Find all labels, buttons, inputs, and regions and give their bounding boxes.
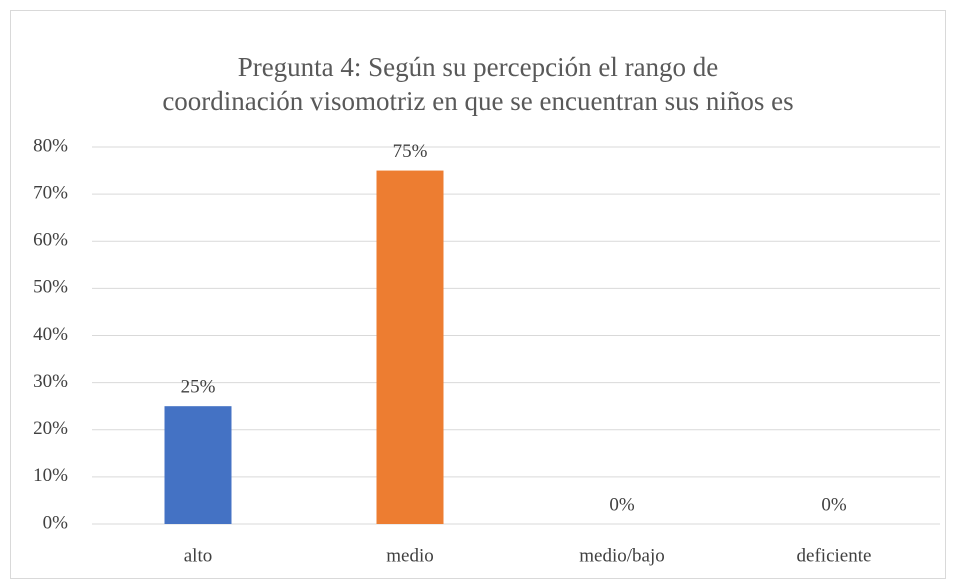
x-tick-label: alto [184, 545, 213, 566]
chart-title: Pregunta 4: Según su percepción el rango… [162, 52, 794, 116]
x-tick-label: medio [386, 545, 434, 566]
y-tick-label: 10% [33, 465, 68, 486]
y-tick-label: 50% [33, 277, 68, 298]
bar [164, 406, 232, 524]
bar [376, 170, 444, 524]
y-tick-label: 30% [33, 371, 68, 392]
y-tick-label: 40% [33, 324, 68, 345]
y-tick-label: 20% [33, 418, 68, 439]
data-label: 75% [393, 141, 428, 162]
x-tick-label: deficiente [797, 545, 872, 566]
data-label: 25% [181, 377, 216, 398]
x-tick-label: medio/bajo [579, 545, 664, 566]
y-tick-label: 70% [33, 182, 68, 203]
y-tick-label: 0% [43, 512, 69, 533]
data-label: 0% [609, 494, 635, 515]
chart-border [10, 10, 946, 579]
y-tick-label: 80% [33, 135, 68, 156]
y-tick-label: 60% [33, 230, 68, 251]
data-label: 0% [821, 494, 847, 515]
